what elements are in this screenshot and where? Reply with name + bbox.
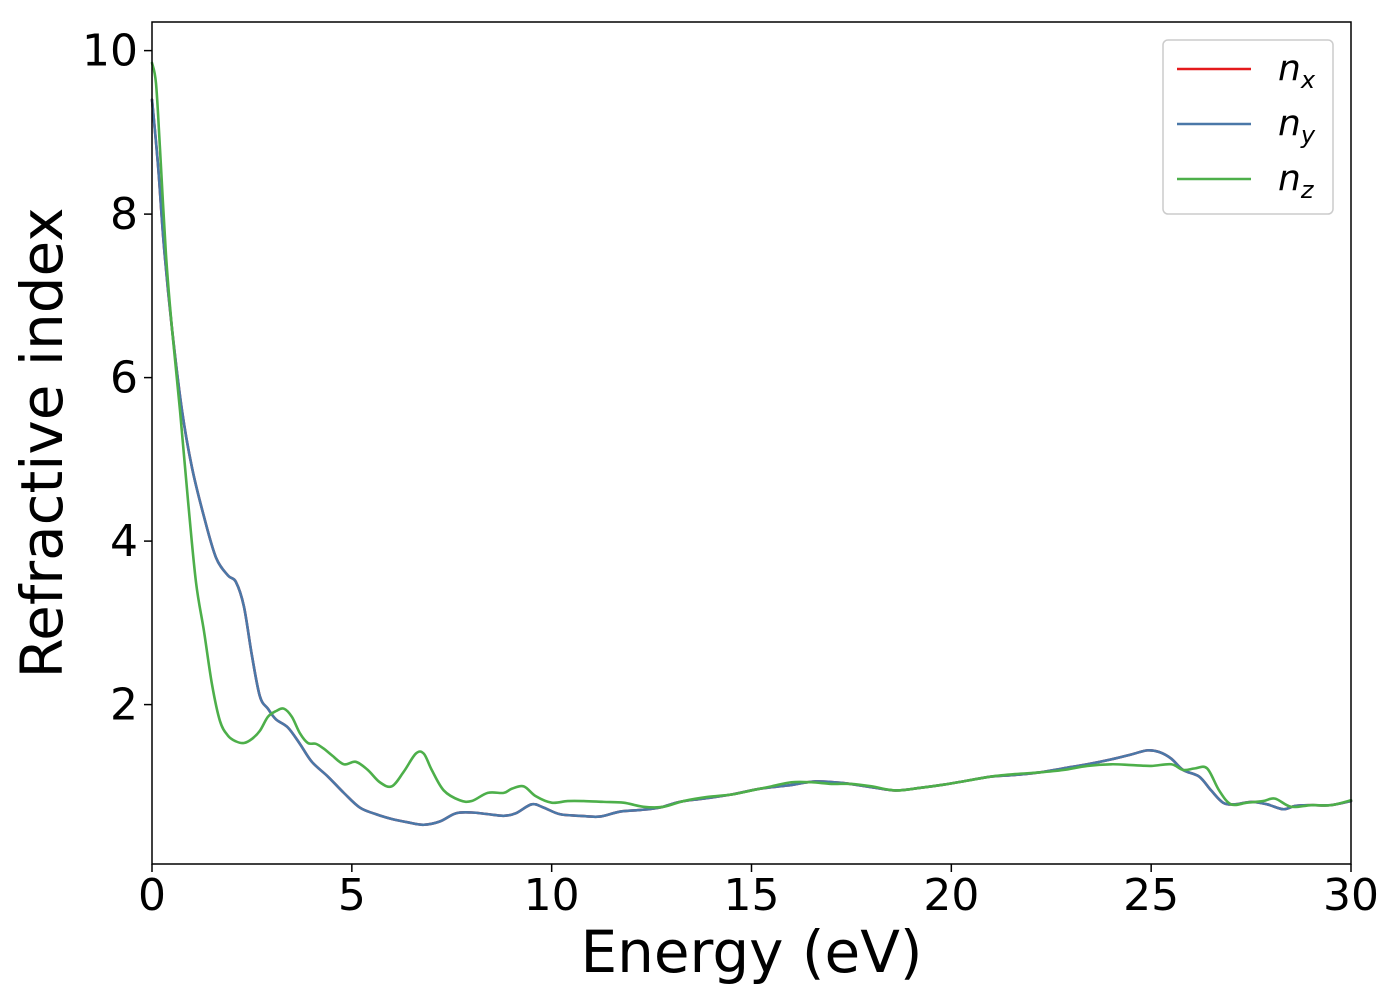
y-tick-label: 8 [110,189,138,240]
x-tick-label: 30 [1323,870,1379,921]
x-tick-label: 20 [923,870,979,921]
series-line-nz [150,61,1353,809]
x-tick-label: 15 [724,870,780,921]
series-line-ny [150,98,1353,827]
x-tick-label: 10 [524,870,580,921]
y-tick-label: 4 [110,516,138,567]
y-tick-label: 10 [82,26,138,77]
legend-label-subscript: z [1300,176,1315,204]
x-axis-ticks: 0 5 10 15 20 25 30 [138,864,1379,921]
legend-label-subscript: y [1300,121,1316,149]
x-tick-label: 0 [138,870,166,921]
y-axis-label: Refractive index [8,207,76,678]
x-axis-label: Energy (eV) [580,918,922,986]
y-axis-ticks: 2 4 6 8 10 [82,26,152,731]
plot-lines [150,61,1353,827]
legend-label-nx: nx [1278,48,1316,94]
y-tick-label: 2 [110,680,138,731]
y-tick-label: 6 [110,353,138,404]
x-tick-label: 5 [338,870,366,921]
legend-label-ny: ny [1278,103,1316,149]
legend-label-subscript: x [1300,66,1316,94]
x-tick-label: 25 [1123,870,1179,921]
legend-box [1162,39,1334,215]
